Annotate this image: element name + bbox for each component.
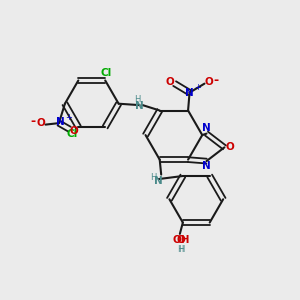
- Text: OH: OH: [172, 235, 190, 245]
- Text: N: N: [185, 88, 194, 98]
- Text: H: H: [150, 173, 156, 182]
- Text: N: N: [154, 176, 163, 186]
- Text: H: H: [177, 245, 184, 254]
- Text: O: O: [36, 118, 45, 128]
- Text: Cl: Cl: [67, 129, 78, 139]
- Text: N: N: [202, 161, 211, 172]
- Text: O: O: [70, 126, 78, 136]
- Text: +: +: [65, 113, 72, 122]
- Text: +: +: [194, 83, 201, 92]
- Text: N: N: [56, 117, 65, 127]
- Text: O: O: [225, 142, 234, 152]
- Text: O: O: [176, 235, 185, 245]
- Text: -: -: [213, 74, 218, 86]
- Text: O: O: [166, 77, 175, 87]
- Text: H: H: [178, 245, 184, 254]
- Text: Cl: Cl: [100, 68, 112, 78]
- Text: N: N: [202, 123, 211, 133]
- Text: O: O: [205, 77, 213, 87]
- Text: N: N: [135, 101, 144, 111]
- Text: H: H: [134, 95, 141, 104]
- Text: -: -: [30, 115, 35, 128]
